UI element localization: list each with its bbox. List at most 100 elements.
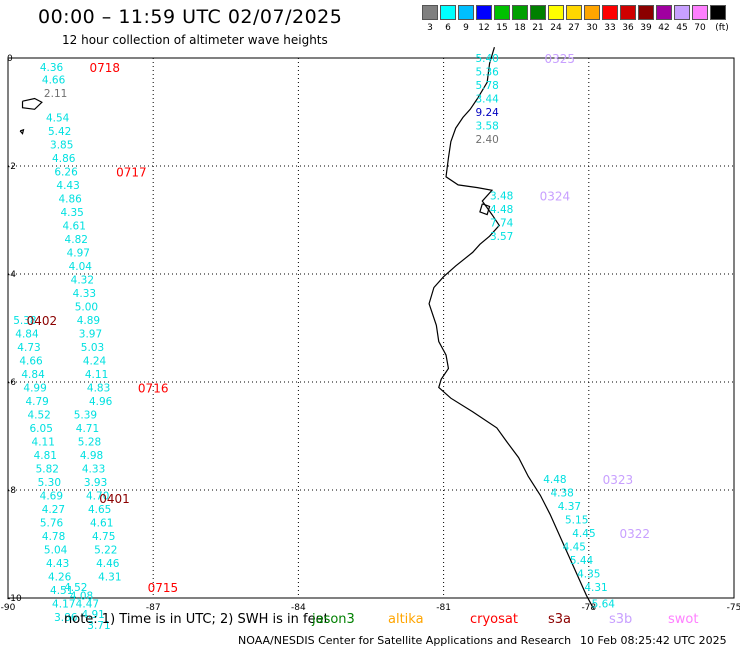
wave-height-label: 4.84 — [15, 328, 39, 340]
lon-tick-label: -75 — [727, 603, 740, 613]
wave-height-label: 4.66 — [19, 355, 43, 367]
lon-tick-label: -81 — [436, 603, 451, 613]
wave-height-label: 4.38 — [550, 488, 573, 500]
legend-swatch — [710, 5, 726, 20]
lat-tick-label: -2 — [7, 162, 16, 172]
wave-height-label: 4.70 — [86, 490, 109, 502]
pass-time-label: 0325 — [544, 52, 575, 66]
wave-height-label: 3.58 — [475, 121, 498, 133]
wave-height-label: 5.76 — [40, 517, 64, 529]
pass-time-label: 0718 — [90, 61, 121, 75]
legend-label: 27 — [568, 23, 580, 33]
map-frame — [7, 57, 735, 599]
wave-height-label: 4.43 — [56, 180, 79, 192]
wave-height-label: 4.48 — [490, 204, 513, 216]
wave-height-label: 4.65 — [88, 504, 111, 516]
satellite-label-jason3: jason3 — [312, 612, 355, 627]
lon-tick-label: -90 — [1, 603, 16, 613]
wave-height-label: 4.61 — [63, 220, 86, 232]
legend-label: 42 — [658, 23, 670, 33]
wave-height-label: 4.35 — [577, 569, 600, 581]
galapagos-island — [19, 128, 25, 135]
legend-label: 12 — [478, 23, 490, 33]
wave-height-label: 4.04 — [69, 261, 93, 273]
wave-height-label: 3.97 — [79, 328, 102, 340]
wave-height-label: 4.33 — [82, 463, 105, 475]
wave-height-label: 4.52 — [64, 582, 87, 594]
legend-swatch — [530, 5, 546, 20]
lat-tick-label: -4 — [7, 270, 16, 280]
legend-swatch — [476, 5, 492, 20]
legend-swatch — [422, 5, 438, 20]
credit-line: NOAA/NESDIS Center for Satellite Applica… — [238, 634, 572, 647]
wave-height-label: 3.85 — [50, 139, 73, 151]
wave-height-label: 4.45 — [563, 542, 586, 554]
wave-height-label: 4.35 — [60, 207, 83, 219]
wave-height-label: 4.69 — [40, 490, 63, 502]
wave-height-label: 4.47 — [76, 598, 99, 610]
wave-height-label: 4.43 — [46, 558, 69, 570]
wave-height-label: 5.64 — [592, 598, 616, 610]
wave-height-label: 4.97 — [67, 247, 90, 259]
puna-island — [479, 203, 491, 216]
wave-height-label: 5.00 — [75, 301, 98, 313]
legend-swatch — [440, 5, 456, 20]
lon-tick-label: -87 — [146, 603, 161, 613]
wave-height-label: 4.79 — [25, 396, 48, 408]
wave-height-label: 4.75 — [92, 531, 115, 543]
lon-tick-label: -78 — [581, 603, 596, 613]
pass-time-label: 0717 — [116, 165, 147, 179]
legend-label: 6 — [445, 23, 451, 33]
legend-swatch — [566, 5, 582, 20]
wave-height-label: 3.71 — [87, 620, 110, 632]
wave-height-label: 4.37 — [558, 501, 581, 513]
wave-height-label: 4.86 — [52, 153, 76, 165]
wave-height-label: 3.93 — [84, 477, 107, 489]
galapagos-island — [21, 97, 43, 110]
wave-height-label: 4.26 — [48, 571, 72, 583]
wave-height-label: 4.17 — [52, 598, 75, 610]
wave-height-label: 5.22 — [94, 544, 117, 556]
wave-height-label: 3.48 — [490, 191, 513, 203]
wave-height-label: 7.74 — [490, 218, 514, 230]
legend-swatch — [458, 5, 474, 20]
wave-height-label: 4.78 — [42, 531, 65, 543]
wave-height-label: 4.48 — [543, 474, 566, 486]
wave-height-label: 9.24 — [475, 107, 499, 119]
legend-label: 39 — [640, 23, 652, 33]
satellite-label-s3b: s3b — [609, 612, 633, 627]
wave-height-label: 5.36 — [475, 67, 499, 79]
lat-tick-label: -8 — [7, 486, 16, 496]
pass-time-label: 0402 — [27, 314, 58, 328]
generated-timestamp: 10 Feb 08:25:42 UTC 2025 — [580, 634, 727, 647]
wave-height-label: 4.66 — [42, 75, 66, 87]
wave-height-label: 4.33 — [73, 288, 96, 300]
wave-height-label: 3.57 — [490, 231, 513, 243]
wave-height-label: 5.44 — [570, 555, 594, 567]
legend-label: 24 — [550, 23, 562, 33]
lon-tick-label: -84 — [291, 603, 306, 613]
coastline — [428, 47, 595, 610]
legend-label: 33 — [604, 23, 616, 33]
wave-height-label: 4.31 — [98, 571, 121, 583]
wave-height-label: 4.84 — [21, 369, 45, 381]
legend-swatch — [620, 5, 636, 20]
wave-height-label: 4.46 — [96, 558, 120, 570]
wave-height-label: 4.54 — [46, 112, 70, 124]
pass-time-label: 0715 — [148, 581, 179, 595]
pass-time-label: 0401 — [99, 492, 130, 506]
wave-height-label: 4.81 — [34, 450, 57, 462]
wave-height-label: 5.03 — [81, 342, 104, 354]
wave-height-label: 5.78 — [475, 80, 498, 92]
wave-height-label: 5.15 — [565, 515, 588, 527]
wave-height-label: 4.89 — [77, 315, 100, 327]
footer-note: note: 1) Time is in UTC; 2) SWH is in fe… — [64, 612, 329, 627]
wave-height-label: 6.26 — [54, 166, 78, 178]
wave-height-label: 4.82 — [65, 234, 88, 246]
wave-height-label: 4.36 — [40, 62, 64, 74]
wave-height-label: 5.28 — [78, 436, 101, 448]
lat-tick-label: -6 — [7, 378, 16, 388]
wave-height-label: 4.11 — [85, 369, 108, 381]
wave-height-label: 3.86 — [54, 612, 78, 624]
